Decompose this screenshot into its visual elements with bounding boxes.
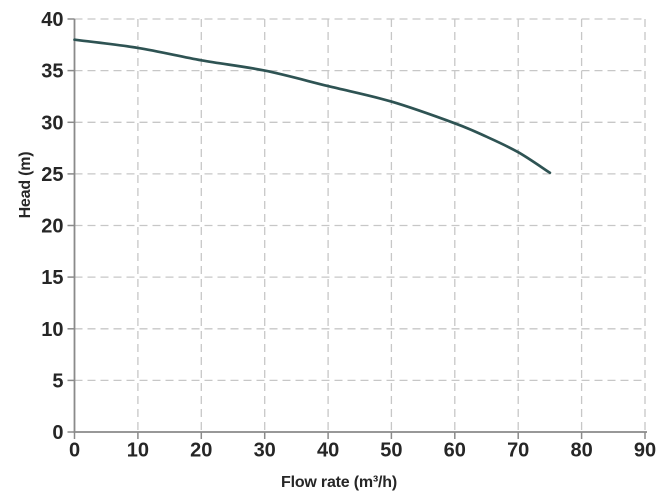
y-tick-label: 5: [52, 370, 63, 392]
pump-head-curve: [73, 38, 552, 175]
x-tick-label: 80: [570, 440, 592, 462]
x-tick-label: 0: [69, 440, 80, 462]
x-tick-label: 60: [444, 440, 466, 462]
x-tick-label: 20: [190, 440, 212, 462]
y-tick-label: 30: [41, 112, 63, 134]
y-tick-label: 10: [41, 319, 63, 341]
x-tick-label: 10: [127, 440, 149, 462]
y-tick-label: 20: [41, 216, 63, 238]
x-tick-label: 40: [317, 440, 339, 462]
x-tick-label: 50: [380, 440, 402, 462]
y-tick-label: 25: [41, 164, 63, 186]
y-tick-label: 35: [41, 61, 63, 83]
x-tick-label: 70: [507, 440, 529, 462]
x-axis-title: Flow rate (m³/h): [281, 474, 397, 491]
y-axis-title: Head (m): [17, 151, 34, 219]
x-tick-label: 90: [634, 440, 656, 462]
x-tick-label: 30: [254, 440, 276, 462]
y-tick-label: 15: [41, 267, 63, 289]
y-tick-label: 40: [41, 9, 63, 31]
y-tick-label: 0: [52, 422, 63, 444]
